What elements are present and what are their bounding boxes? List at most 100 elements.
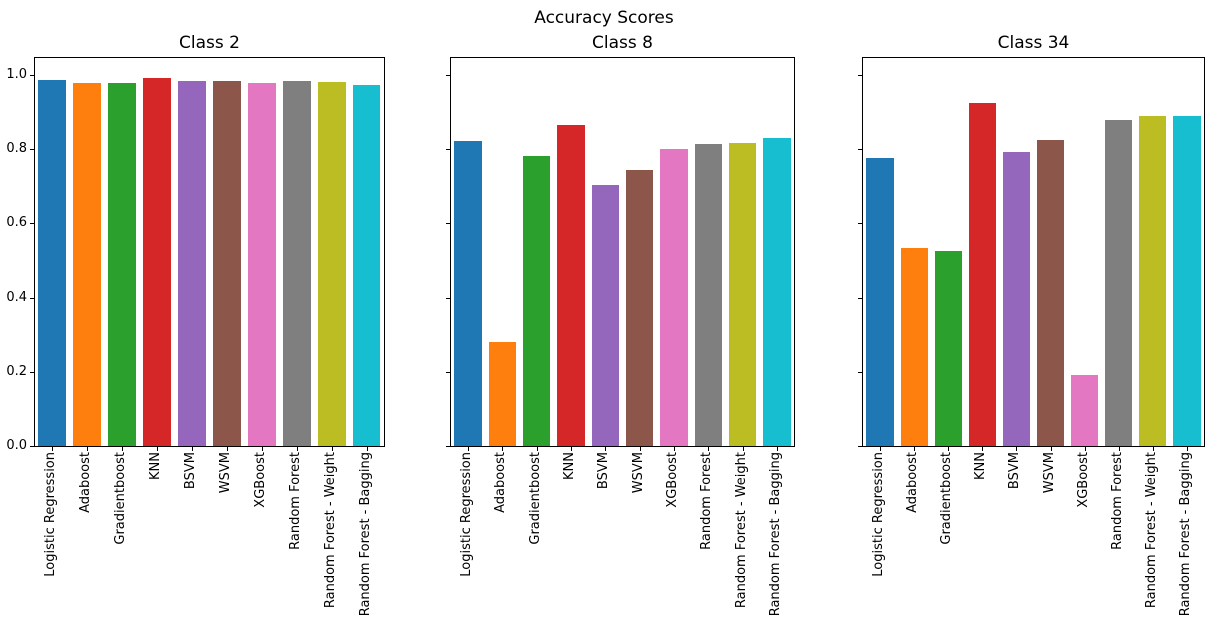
bar	[900, 247, 928, 446]
y-tick-mark	[858, 372, 862, 373]
y-tick-label: 0.4	[6, 290, 27, 305]
x-tick-mark	[261, 447, 263, 451]
x-tick-mark	[536, 447, 538, 451]
bar	[1036, 140, 1065, 446]
y-tick-mark	[30, 223, 34, 224]
bar	[178, 80, 206, 446]
y-tick-mark	[446, 149, 450, 150]
bar	[454, 141, 482, 446]
x-tick-mark	[468, 447, 470, 451]
y-tick-mark	[446, 75, 450, 76]
bar	[143, 78, 172, 446]
x-tick-label: WSVM	[217, 452, 233, 494]
subplot-title: Class 2	[179, 33, 240, 53]
x-tick-mark	[948, 447, 950, 451]
bar	[866, 157, 894, 446]
subplot-title: Class 8	[592, 33, 653, 53]
x-tick-label: WSVM	[630, 452, 646, 494]
x-tick-label: Logistic Regression	[459, 452, 475, 577]
y-tick-label: 0.2	[6, 364, 27, 379]
x-tick-mark	[226, 447, 228, 451]
y-tick-mark	[30, 298, 34, 299]
x-tick-label: KNN	[973, 452, 989, 480]
x-tick-mark	[742, 447, 744, 451]
x-axis-labels: Logistic Regression Adaboost Gradientboost…	[862, 452, 1205, 638]
bar	[1139, 115, 1167, 446]
x-axis-labels: Logistic Regression Adaboost Gradientboost…	[450, 452, 795, 638]
bar	[352, 85, 381, 446]
x-tick-mark	[880, 447, 882, 451]
bar	[247, 83, 276, 446]
x-tick-mark	[1050, 447, 1052, 451]
bar	[108, 83, 137, 446]
subplot-class-34: Class 34 Logistic Regression Adaboost Grad…	[858, 0, 1205, 640]
bar	[73, 82, 102, 446]
x-tick-mark	[52, 447, 54, 451]
x-tick-mark	[708, 447, 710, 451]
x-tick-label: Random Forest - Weight	[322, 452, 338, 609]
x-tick-label: Adaboost	[78, 452, 94, 513]
bar	[212, 80, 241, 446]
plot-area	[858, 57, 1205, 451]
x-tick-label: Gradientboost	[939, 452, 955, 545]
subplot-class-8: Class 8 Logistic Regression Adaboost Gradi…	[446, 0, 795, 640]
x-tick-label: Gradientboost	[113, 452, 129, 545]
y-tick-mark	[30, 446, 34, 447]
bar	[488, 342, 517, 446]
x-tick-label: BSVM	[596, 452, 612, 490]
bar	[557, 125, 585, 446]
x-tick-mark	[914, 447, 916, 451]
x-tick-mark	[296, 447, 298, 451]
x-tick-label: Random Forest - Bagging	[1177, 452, 1193, 617]
x-tick-mark	[331, 447, 333, 451]
bar	[38, 80, 67, 446]
x-tick-mark	[673, 447, 675, 451]
bar	[694, 144, 722, 446]
bar	[660, 149, 688, 446]
y-tick-label: 1.0	[6, 67, 27, 82]
x-tick-label: KNN	[148, 452, 164, 480]
y-tick-mark	[30, 372, 34, 373]
y-tick-mark	[446, 223, 450, 224]
x-tick-mark	[87, 447, 89, 451]
bar	[1071, 375, 1099, 446]
y-tick-mark	[446, 446, 450, 447]
x-tick-mark	[776, 447, 778, 451]
bar	[591, 184, 620, 446]
bar	[523, 155, 551, 446]
x-tick-label: BSVM	[183, 452, 199, 490]
x-tick-mark	[366, 447, 368, 451]
y-tick-mark	[858, 446, 862, 447]
x-axis-labels: Logistic Regression Adaboost Gradientboost…	[34, 452, 385, 638]
x-tick-mark	[1118, 447, 1120, 451]
x-tick-mark	[1016, 447, 1018, 451]
x-tick-label: KNN	[562, 452, 578, 480]
x-tick-label: BSVM	[1007, 452, 1023, 490]
x-tick-mark	[502, 447, 504, 451]
bar	[317, 81, 346, 446]
bar	[934, 251, 962, 446]
bar	[728, 142, 757, 446]
bar	[282, 81, 311, 446]
y-tick-mark	[858, 75, 862, 76]
x-tick-label: Logistic Regression	[43, 452, 59, 577]
figure-title: Accuracy Scores	[534, 8, 674, 28]
x-tick-mark	[157, 447, 159, 451]
y-tick-mark	[858, 298, 862, 299]
x-tick-mark	[571, 447, 573, 451]
x-tick-label: Random Forest - Weight	[733, 452, 749, 609]
x-tick-label: Random Forest	[1109, 452, 1125, 550]
plot-area: 0.0 0.2 0.4 0.6 0.8 1.0	[6, 57, 385, 453]
x-tick-label: XGBoost	[664, 452, 680, 508]
x-tick-mark	[1084, 447, 1086, 451]
plot-area	[446, 57, 795, 451]
y-tick-mark	[446, 298, 450, 299]
x-tick-mark	[122, 447, 124, 451]
x-tick-label: XGBoost	[252, 452, 268, 508]
x-tick-label: Logistic Regression	[871, 452, 887, 577]
y-tick-label: 0.0	[6, 438, 27, 453]
x-tick-label: Random Forest	[287, 452, 303, 550]
subplot-class-2: Class 2 0.0 0.2 0.4 0.6 0.8 1.0 Logistic Regr…	[6, 0, 385, 640]
bar	[1173, 115, 1201, 446]
